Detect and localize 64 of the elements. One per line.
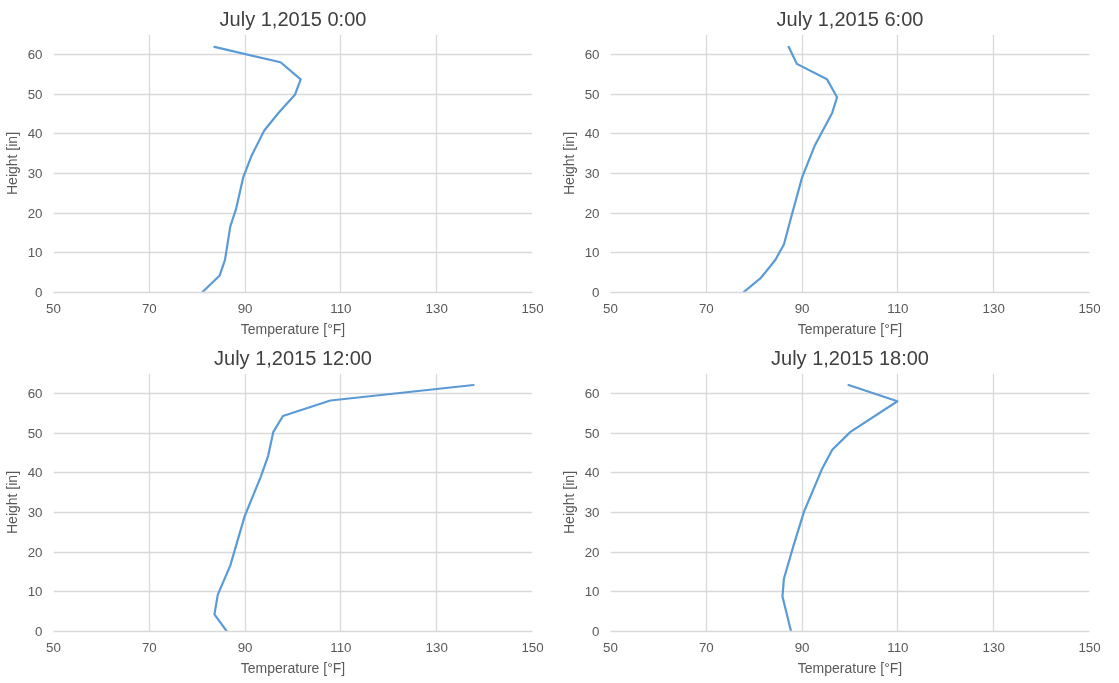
x-tick-label: 90 (794, 639, 810, 655)
y-tick-label: 60 (584, 46, 600, 62)
y-tick-label: 0 (35, 624, 43, 639)
x-tick-label: 110 (330, 300, 352, 316)
x-tick-label: 50 (603, 639, 618, 655)
x-tick-label: 130 (982, 300, 1005, 316)
y-axis-title: Height [in] (560, 470, 577, 535)
y-tick-label: 50 (584, 86, 600, 102)
y-tick-label: 50 (27, 425, 43, 441)
y-tick-label: 10 (584, 584, 600, 600)
x-axis-title: Temperature [°F] (797, 320, 903, 337)
y-tick-label: 40 (27, 465, 43, 481)
y-tick-label: 10 (27, 584, 43, 600)
x-tick-label: 150 (521, 300, 544, 316)
y-tick-label: 20 (27, 544, 43, 560)
x-tick-label: 130 (982, 639, 1005, 655)
y-axis-title: Height [in] (3, 131, 20, 196)
x-tick-label: 70 (141, 300, 157, 316)
x-tick-label: 50 (46, 300, 61, 316)
x-axis-title: Temperature [°F] (797, 659, 903, 676)
x-tick-label: 50 (603, 300, 618, 316)
y-tick-label: 30 (584, 504, 600, 520)
x-tick-label: 90 (237, 639, 253, 655)
x-tick-label: 90 (794, 300, 810, 316)
y-tick-label: 20 (584, 205, 600, 221)
y-tick-label: 50 (584, 425, 600, 441)
y-axis-title: Height [in] (560, 131, 577, 196)
chart-title: July 1,2015 0:00 (219, 7, 367, 30)
x-tick-label: 50 (46, 639, 61, 655)
y-tick-label: 20 (27, 205, 43, 221)
x-tick-label: 130 (425, 300, 448, 316)
x-tick-label: 70 (141, 639, 157, 655)
x-tick-label: 110 (887, 639, 909, 655)
y-axis-title: Height [in] (3, 470, 20, 535)
y-tick-label: 0 (35, 285, 43, 300)
y-tick-label: 10 (584, 245, 600, 261)
y-tick-label: 40 (584, 465, 600, 481)
x-axis-title: Temperature [°F] (240, 659, 346, 676)
chart-title: July 1,2015 6:00 (776, 7, 924, 30)
x-axis-title: Temperature [°F] (240, 320, 346, 337)
chart-title: July 1,2015 18:00 (771, 346, 929, 369)
x-tick-label: 70 (698, 300, 714, 316)
x-tick-label: 110 (330, 639, 352, 655)
chart-title: July 1,2015 12:00 (214, 346, 372, 369)
y-tick-label: 30 (27, 504, 43, 520)
x-tick-label: 150 (1078, 300, 1101, 316)
x-tick-label: 110 (887, 300, 909, 316)
y-tick-label: 60 (27, 385, 43, 401)
y-tick-label: 0 (592, 285, 600, 300)
x-tick-label: 130 (425, 639, 448, 655)
y-tick-label: 40 (584, 126, 600, 142)
x-tick-label: 90 (237, 300, 253, 316)
x-tick-label: 150 (1078, 639, 1101, 655)
y-tick-label: 50 (27, 86, 43, 102)
y-tick-label: 20 (584, 544, 600, 560)
y-tick-label: 40 (27, 126, 43, 142)
x-tick-label: 70 (698, 639, 714, 655)
y-tick-label: 30 (584, 165, 600, 181)
x-tick-label: 150 (521, 639, 544, 655)
y-tick-label: 60 (584, 385, 600, 401)
y-tick-label: 60 (27, 46, 43, 62)
y-tick-label: 10 (27, 245, 43, 261)
y-tick-label: 0 (592, 624, 600, 639)
y-tick-label: 30 (27, 165, 43, 181)
